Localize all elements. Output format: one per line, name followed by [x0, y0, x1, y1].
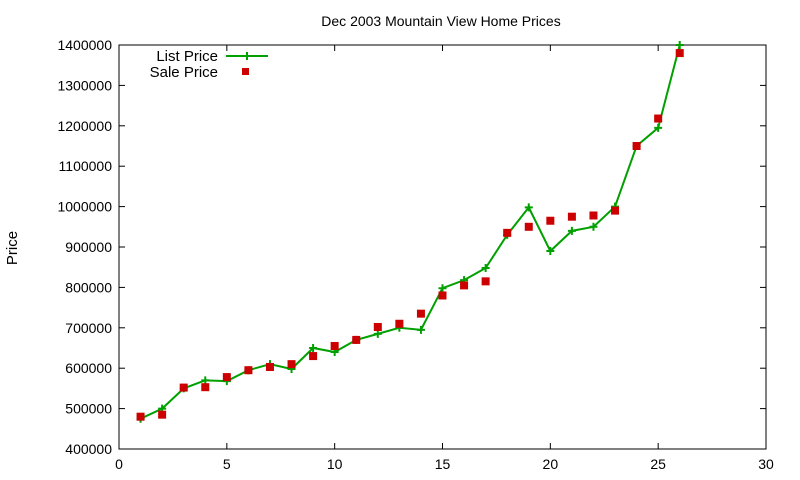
- sale-price-point: [179, 383, 188, 392]
- y-axis-label: Price: [4, 231, 21, 265]
- sale-price-point: [611, 206, 620, 215]
- legend-cross-list-price: [243, 52, 251, 60]
- list-price-point: [309, 344, 318, 352]
- y-tick-label: 1400000: [57, 37, 112, 53]
- sale-price-point: [675, 49, 684, 58]
- x-tick-label: 5: [223, 456, 231, 472]
- sale-price-point: [503, 228, 512, 237]
- sale-price-point: [244, 366, 253, 375]
- x-tick-label: 30: [758, 456, 774, 472]
- list-price-point: [201, 376, 210, 385]
- sale-price-point: [309, 352, 318, 361]
- x-tick-label: 10: [327, 456, 343, 472]
- x-tick-label: 25: [650, 456, 666, 472]
- sale-price-point: [654, 114, 663, 123]
- x-tick-label: 20: [543, 456, 559, 472]
- y-tick-label: 800000: [65, 279, 112, 295]
- sale-price-point: [524, 222, 533, 231]
- sale-price-point: [222, 373, 231, 382]
- y-tick-label: 1100000: [59, 158, 113, 174]
- sale-price-point: [567, 212, 576, 221]
- plot-area-border: [118, 44, 767, 450]
- y-tick-label: 700000: [65, 320, 112, 336]
- x-tick-label: 0: [115, 456, 123, 472]
- sale-price-point: [265, 362, 274, 371]
- list-price-point: [675, 41, 684, 49]
- sale-price-point: [287, 360, 296, 369]
- list-price-point: [438, 284, 447, 293]
- sale-price-point: [395, 319, 404, 328]
- list-price-point: [416, 325, 425, 334]
- sale-price-point: [373, 322, 382, 331]
- sale-price-point: [438, 291, 447, 300]
- chart-title: Dec 2003 Mountain View Home Prices: [321, 13, 560, 29]
- sale-price-point: [416, 309, 425, 318]
- sale-price-point: [546, 216, 555, 225]
- legend-label-list-price: List Price: [156, 48, 218, 65]
- sale-price-point: [136, 412, 145, 421]
- sale-price-point: [158, 410, 167, 419]
- sale-price-point: [330, 341, 339, 350]
- y-tick-label: 500000: [65, 401, 112, 417]
- legend-marker-sale-price: [242, 68, 249, 75]
- sale-price-point: [632, 142, 641, 150]
- sale-price-point: [352, 335, 361, 344]
- series-line-list-price: [140, 44, 681, 420]
- sale-price-point: [589, 211, 598, 220]
- list-price-point: [589, 222, 598, 231]
- sale-price-point: [460, 281, 469, 290]
- y-tick-label: 600000: [65, 360, 112, 376]
- list-price-point: [373, 329, 382, 338]
- sale-price-point: [201, 383, 210, 392]
- legend-label-sale-price: Sale Price: [150, 64, 218, 81]
- list-price-point: [567, 226, 576, 235]
- sale-price-point: [481, 277, 490, 286]
- list-price-point: [524, 203, 533, 212]
- y-tick-label: 1200000: [57, 118, 112, 134]
- y-tick-label: 400000: [65, 441, 112, 457]
- list-price-point: [654, 123, 663, 132]
- y-tick-label: 900000: [65, 239, 112, 255]
- y-tick-label: 1000000: [57, 199, 112, 215]
- legend: List Price Sale Price: [150, 48, 268, 81]
- list-price-point: [481, 264, 490, 273]
- list-price-point: [546, 247, 555, 256]
- y-tick-label: 1300000: [57, 77, 112, 93]
- x-tick-label: 15: [435, 456, 451, 472]
